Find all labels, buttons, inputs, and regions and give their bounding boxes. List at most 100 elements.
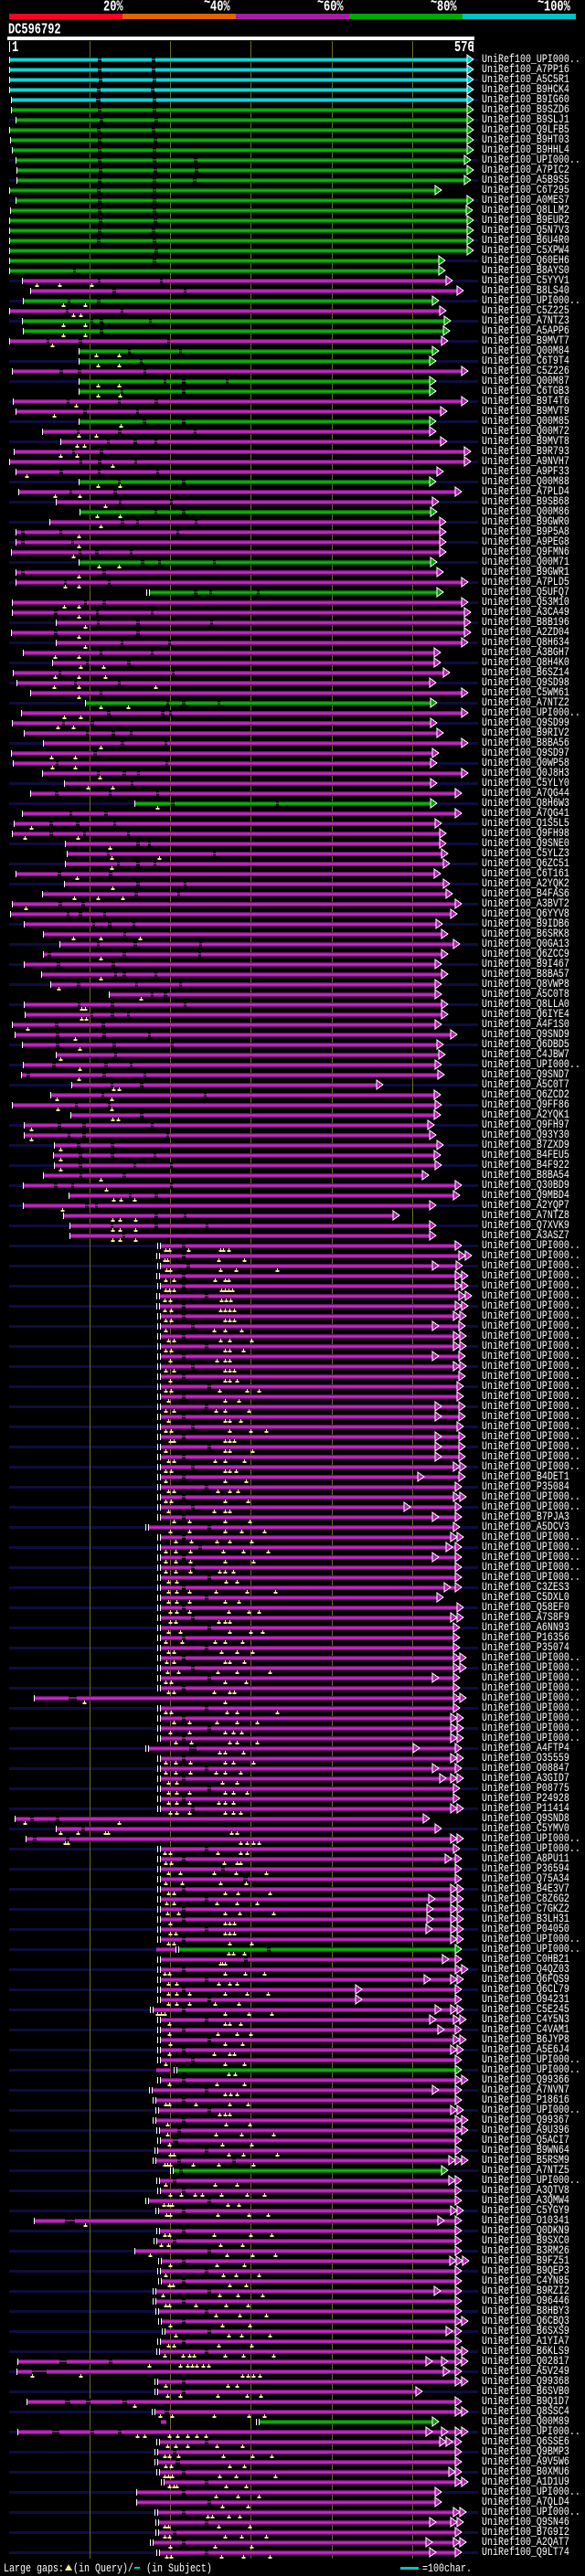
- svg-text:UniRef100_B7G9I2: UniRef100_B7G9I2: [482, 2525, 569, 2539]
- svg-text:UniRef100_C6T9T4: UniRef100_C6T9T4: [482, 354, 569, 368]
- svg-text:UniRef100_Q75A34: UniRef100_Q75A34: [482, 1871, 569, 1886]
- svg-text:UniRef100_UPI000..: UniRef100_UPI000..: [482, 1831, 580, 1846]
- svg-text:UniRef100_B9MVT7: UniRef100_B9MVT7: [482, 334, 569, 348]
- svg-text:UniRef100_Q30BD9: UniRef100_Q30BD9: [482, 1178, 569, 1193]
- svg-text:UniRef100_Q99368: UniRef100_Q99368: [482, 2374, 569, 2389]
- svg-text:UniRef100_Q93Y30: UniRef100_Q93Y30: [482, 1128, 569, 1142]
- svg-text:UniRef100_Q9SN46: UniRef100_Q9SN46: [482, 2515, 569, 2529]
- svg-text:UniRef100_B8BA54: UniRef100_B8BA54: [482, 1168, 569, 1182]
- svg-text:UniRef100_Q4QZ03: UniRef100_Q4QZ03: [482, 1962, 569, 1977]
- svg-text:UniRef100_B9Q1D7: UniRef100_B9Q1D7: [482, 2394, 569, 2409]
- svg-text:UniRef100_UPI000..: UniRef100_UPI000..: [482, 1278, 580, 1293]
- svg-text:UniRef100_Q8LLM2: UniRef100_Q8LLM2: [482, 203, 569, 217]
- svg-text:Large gaps:: Large gaps:: [4, 2561, 64, 2576]
- svg-text:UniRef100_Q0WP58: UniRef100_Q0WP58: [482, 756, 569, 770]
- svg-text:UniRef100_C0HB21: UniRef100_C0HB21: [482, 1952, 569, 1966]
- svg-text:UniRef100_B9I467: UniRef100_B9I467: [482, 957, 569, 971]
- svg-text:UniRef100_Q8SSC4: UniRef100_Q8SSC4: [482, 2404, 569, 2419]
- svg-text:UniRef100_B8BA57: UniRef100_B8BA57: [482, 967, 569, 981]
- svg-text:~: ~: [431, 0, 437, 11]
- svg-text:UniRef100_Q8H634: UniRef100_Q8H634: [482, 635, 569, 650]
- svg-text:UniRef100_Q9SND7: UniRef100_Q9SND7: [482, 1067, 569, 1082]
- svg-text:UniRef100_A4F1S0: UniRef100_A4F1S0: [482, 1017, 569, 1032]
- svg-text:UniRef100_UPI000..: UniRef100_UPI000..: [482, 1650, 580, 1665]
- svg-text:UniRef100_A9PF33: UniRef100_A9PF33: [482, 464, 569, 479]
- svg-text:UniRef100_Q5ACI7: UniRef100_Q5ACI7: [482, 2133, 569, 2147]
- svg-text:UniRef100_UPI000..: UniRef100_UPI000..: [482, 1570, 580, 1585]
- svg-text:UniRef100_Q9SD97: UniRef100_Q9SD97: [482, 746, 569, 760]
- svg-text:UniRef100_UPI000..: UniRef100_UPI000..: [482, 1057, 580, 1072]
- svg-text:UniRef100_Q6ZCC9: UniRef100_Q6ZCC9: [482, 947, 569, 961]
- svg-text:UniRef100_B9GWR1: UniRef100_B9GWR1: [482, 565, 569, 579]
- svg-text:UniRef100_B9RIV2: UniRef100_B9RIV2: [482, 726, 569, 740]
- svg-text:UniRef100_Q6ZC51: UniRef100_Q6ZC51: [482, 856, 569, 871]
- svg-text:UniRef100_P11414: UniRef100_P11414: [482, 1801, 569, 1816]
- svg-text:UniRef100_B4FEU5: UniRef100_B4FEU5: [482, 1148, 569, 1162]
- svg-text:UniRef100_C5Z225: UniRef100_C5Z225: [482, 303, 569, 318]
- svg-text:UniRef100_B6SZ14: UniRef100_B6SZ14: [482, 665, 569, 680]
- svg-text:20%: 20%: [103, 0, 123, 16]
- svg-text:UniRef100_Q9SD99: UniRef100_Q9SD99: [482, 716, 569, 730]
- svg-text:UniRef100_B9QEP3: UniRef100_B9QEP3: [482, 2263, 569, 2278]
- svg-text:UniRef100_Q00M84: UniRef100_Q00M84: [482, 344, 569, 358]
- svg-text:UniRef100_UPI000..: UniRef100_UPI000..: [482, 1932, 580, 1946]
- svg-text:UniRef100_UPI000..: UniRef100_UPI000..: [482, 52, 580, 67]
- svg-text:UniRef100_UPI000..: UniRef100_UPI000..: [482, 1500, 580, 1514]
- svg-text:UniRef100_UPI000..: UniRef100_UPI000..: [482, 1268, 580, 1283]
- svg-text:UniRef100_A7QG44: UniRef100_A7QG44: [482, 786, 569, 800]
- svg-text:UniRef100_UPI000..: UniRef100_UPI000..: [482, 1459, 580, 1474]
- svg-text:UniRef100_P08775: UniRef100_P08775: [482, 1781, 569, 1796]
- svg-text:UniRef100_A5E6J4: UniRef100_A5E6J4: [482, 2042, 569, 2057]
- svg-text:UniRef100_B4F922: UniRef100_B4F922: [482, 1158, 569, 1172]
- svg-text:UniRef100_B6KLS9: UniRef100_B6KLS9: [482, 2344, 569, 2359]
- svg-text:UniRef100_Q00M72: UniRef100_Q00M72: [482, 424, 569, 439]
- svg-text:UniRef100_UPI000..: UniRef100_UPI000..: [482, 1942, 580, 1956]
- svg-text:UniRef100_O35559: UniRef100_O35559: [482, 1751, 569, 1765]
- svg-text:UniRef100_A9NVH7: UniRef100_A9NVH7: [482, 454, 569, 469]
- svg-text:UniRef100_UPI000..: UniRef100_UPI000..: [482, 1691, 580, 1705]
- svg-text:UniRef100_UPI000..: UniRef100_UPI000..: [482, 2052, 580, 2067]
- svg-text:UniRef100_A3QMW4: UniRef100_A3QMW4: [482, 2193, 569, 2208]
- svg-text:UniRef100_C8Z6G2: UniRef100_C8Z6G2: [482, 1892, 569, 1906]
- svg-text:UniRef100_UPI000..: UniRef100_UPI000..: [482, 1540, 580, 1554]
- svg-text:UniRef100_A7QG41: UniRef100_A7QG41: [482, 806, 569, 821]
- svg-text:60%: 60%: [324, 0, 344, 16]
- svg-text:UniRef100_A7NTZ8: UniRef100_A7NTZ8: [482, 1208, 569, 1223]
- svg-text:UniRef100_B6SXS9: UniRef100_B6SXS9: [482, 2324, 569, 2338]
- svg-text:UniRef100_A7NTZ2: UniRef100_A7NTZ2: [482, 695, 569, 710]
- svg-text:UniRef100_A8PU11: UniRef100_A8PU11: [482, 1851, 569, 1866]
- svg-text:UniRef100_A7PP16: UniRef100_A7PP16: [482, 62, 569, 77]
- svg-text:UniRef100_C5YLY0: UniRef100_C5YLY0: [482, 776, 569, 790]
- svg-text:UniRef100_A7NTZ5: UniRef100_A7NTZ5: [482, 2163, 569, 2178]
- svg-text:UniRef100_C5YGY9: UniRef100_C5YGY9: [482, 2203, 569, 2218]
- svg-text:UniRef100_Q6IYE4: UniRef100_Q6IYE4: [482, 1007, 569, 1022]
- svg-text:UniRef100_B9HT03: UniRef100_B9HT03: [482, 133, 569, 147]
- svg-text:UniRef100_B6U4R0: UniRef100_B6U4R0: [482, 233, 569, 248]
- svg-text:UniRef100_B9R793: UniRef100_B9R793: [482, 444, 569, 459]
- svg-text:UniRef100_UPI000..: UniRef100_UPI000..: [482, 1429, 580, 1444]
- svg-text:UniRef100_UPI000..: UniRef100_UPI000..: [482, 293, 580, 308]
- svg-text:UniRef100_Q02817: UniRef100_Q02817: [482, 2354, 569, 2369]
- svg-text:UniRef100_Q0DKN9: UniRef100_Q0DKN9: [482, 2223, 569, 2238]
- svg-text:UniRef100_B9HHL4: UniRef100_B9HHL4: [482, 143, 569, 157]
- svg-text:~: ~: [537, 0, 544, 11]
- svg-text:UniRef100_A3ASZ7: UniRef100_A3ASZ7: [482, 1228, 569, 1243]
- svg-text:UniRef100_B8HBY3: UniRef100_B8HBY3: [482, 2304, 569, 2318]
- svg-text:UniRef100_Q00M87: UniRef100_Q00M87: [482, 374, 569, 388]
- svg-text:UniRef100_P16356: UniRef100_P16356: [482, 1630, 569, 1645]
- svg-text:UniRef100_C4JBW7: UniRef100_C4JBW7: [482, 1047, 569, 1062]
- svg-text:UniRef100_UPI000..: UniRef100_UPI000..: [482, 1309, 580, 1323]
- svg-text:UniRef100_C4YN85: UniRef100_C4YN85: [482, 2274, 569, 2288]
- svg-text:UniRef100_A3QTV8: UniRef100_A3QTV8: [482, 2183, 569, 2198]
- svg-text:UniRef100_C3ZES3: UniRef100_C3ZES3: [482, 1580, 569, 1595]
- svg-text:UniRef100_B9SB68: UniRef100_B9SB68: [482, 494, 569, 509]
- svg-text:UniRef100_Q6FQS9: UniRef100_Q6FQS9: [482, 1972, 569, 1987]
- svg-text:UniRef100_Q00M85: UniRef100_Q00M85: [482, 414, 569, 429]
- svg-text:UniRef100_A4FTP4: UniRef100_A4FTP4: [482, 1741, 569, 1755]
- svg-text:UniRef100_UPI000..: UniRef100_UPI000..: [482, 2103, 580, 2117]
- svg-text:UniRef100_UPI000..: UniRef100_UPI000..: [482, 1701, 580, 1715]
- svg-text:UniRef100_B4DET1: UniRef100_B4DET1: [482, 1469, 569, 1484]
- svg-text:(in Query)/: (in Query)/: [73, 2561, 133, 2576]
- svg-text:UniRef100_B0XMU6: UniRef100_B0XMU6: [482, 2465, 569, 2479]
- svg-text:UniRef100_UPI000..: UniRef100_UPI000..: [482, 1680, 580, 1695]
